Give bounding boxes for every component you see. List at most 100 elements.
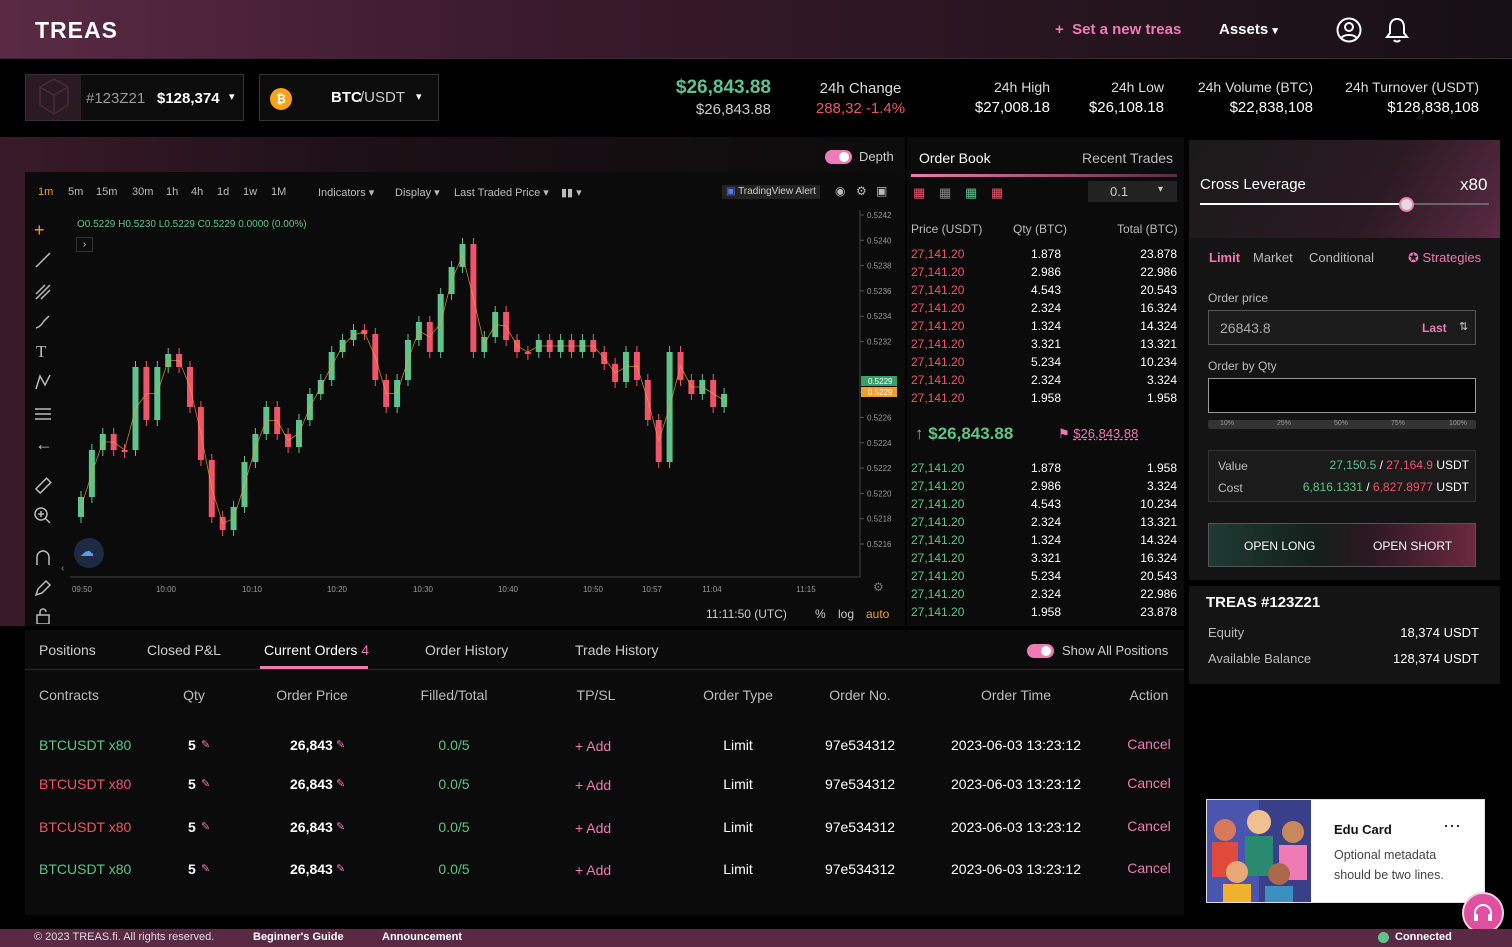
order-book-row[interactable]: 27,141.20 1.958 23.878: [911, 605, 1177, 623]
indicators-menu[interactable]: Indicators ▾: [318, 187, 375, 199]
text-tool-icon[interactable]: T: [36, 342, 47, 361]
qty-cell[interactable]: 5: [188, 776, 196, 792]
contract-cell[interactable]: BTCUSDT x80: [39, 861, 132, 877]
pct-50[interactable]: 50%: [1334, 420, 1349, 427]
edit-icon[interactable]: ✎: [201, 821, 211, 833]
add-tpsl-button[interactable]: + Add: [575, 777, 611, 793]
edit-icon[interactable]: ✎: [201, 739, 211, 751]
qty-cell[interactable]: 5: [188, 861, 196, 877]
pattern-icon[interactable]: [33, 372, 53, 392]
edu-card[interactable]: Edu Card ⋯ Optional metadata should be t…: [1206, 799, 1485, 903]
order-book-row[interactable]: 27,141.20 2.324 13.321: [911, 515, 1177, 533]
open-short-button[interactable]: OPEN SHORT: [1373, 539, 1453, 553]
more-icon[interactable]: ⋯: [1443, 816, 1461, 836]
add-tpsl-button[interactable]: + Add: [575, 820, 611, 836]
cancel-button[interactable]: Cancel: [1127, 860, 1171, 876]
tab-current-orders[interactable]: Current Orders 4: [264, 642, 370, 658]
tab-recent-trades[interactable]: Recent Trades: [1082, 150, 1174, 166]
announcement-link[interactable]: Announcement: [382, 931, 463, 943]
edit-icon[interactable]: ✎: [336, 739, 346, 751]
order-book-row[interactable]: 27,141.20 1.878 1.958: [911, 461, 1177, 479]
timeframe-4h[interactable]: 4h: [191, 186, 204, 198]
timeframe-1h[interactable]: 1h: [166, 186, 179, 198]
add-tpsl-button[interactable]: + Add: [575, 862, 611, 878]
back-arrow-icon[interactable]: ←: [35, 434, 53, 454]
auto-scale-button[interactable]: auto: [866, 607, 890, 621]
timeframe-30m[interactable]: 30m: [132, 186, 154, 198]
order-book-row[interactable]: 27,141.20 2.324 16.324: [911, 301, 1177, 319]
fullscreen-icon[interactable]: ▣: [876, 184, 888, 198]
last-button[interactable]: Last: [1422, 321, 1447, 335]
order-book-row[interactable]: 27,141.20 3.321 13.321: [911, 337, 1177, 355]
support-button[interactable]: [1462, 892, 1504, 934]
precision-select[interactable]: 0.1 ▾: [1088, 181, 1177, 202]
order-book-row[interactable]: 27,141.20 4.543 10.234: [911, 497, 1177, 515]
show-all-toggle[interactable]: [1027, 644, 1054, 658]
account-selector[interactable]: #123Z21 $128,374 ▾: [25, 74, 244, 121]
depth-toggle[interactable]: [825, 150, 852, 164]
pair-selector[interactable]: ₿ BTC /USDT ▾: [259, 74, 439, 121]
price-cell[interactable]: 26,843: [290, 737, 333, 753]
swap-icon[interactable]: ⇅: [1459, 321, 1469, 333]
leverage-slider[interactable]: [1200, 203, 1489, 205]
order-book-row[interactable]: 27,141.20 1.958 1.958: [911, 391, 1177, 409]
book-depth-icon[interactable]: ▦: [939, 185, 952, 200]
tab-conditional[interactable]: Conditional: [1309, 250, 1375, 265]
order-book-row[interactable]: 27,141.20 5.234 20.543: [911, 569, 1177, 587]
edit-icon[interactable]: ✎: [201, 863, 211, 875]
timeframe-5m[interactable]: 5m: [68, 186, 84, 198]
brush-icon[interactable]: [33, 312, 53, 332]
edit-icon[interactable]: ✎: [336, 863, 346, 875]
order-book-row[interactable]: 27,141.20 2.324 3.324: [911, 373, 1177, 391]
last-traded-menu[interactable]: Last Traded Price ▾: [454, 187, 549, 199]
order-book-row[interactable]: 27,141.20 1.878 23.878: [911, 247, 1177, 265]
scroll-left-icon[interactable]: ‹: [61, 563, 65, 574]
order-book-row[interactable]: 27,141.20 4.543 20.543: [911, 283, 1177, 301]
tradingview-alert-button[interactable]: ▣ TradingView Alert: [722, 185, 820, 199]
pct-25[interactable]: 25%: [1277, 420, 1292, 427]
order-book-row[interactable]: 27,141.20 3.321 16.324: [911, 551, 1177, 569]
timeframe-1M[interactable]: 1M: [271, 186, 287, 198]
zoom-icon[interactable]: [33, 506, 53, 526]
tab-trade-history[interactable]: Trade History: [575, 642, 659, 658]
mark-price-link[interactable]: ⚑ $26,843.88: [1058, 426, 1139, 441]
qty-cell[interactable]: 5: [188, 819, 196, 835]
contract-cell[interactable]: BTCUSDT x80: [39, 737, 132, 753]
pct-100[interactable]: 100%: [1449, 420, 1467, 427]
strategies-button[interactable]: ✪ Strategies: [1408, 250, 1482, 265]
contract-cell[interactable]: BTCUSDT x80: [39, 776, 132, 792]
tab-limit[interactable]: Limit: [1209, 250, 1241, 265]
order-book-row[interactable]: 27,141.20 2.986 3.324: [911, 479, 1177, 497]
tab-positions[interactable]: Positions: [39, 642, 96, 658]
tab-closed-pnl[interactable]: Closed P&L: [147, 642, 221, 658]
pencil-lock-icon[interactable]: [33, 578, 53, 598]
price-cell[interactable]: 26,843: [290, 819, 333, 835]
set-new-treas-button[interactable]: + Set a new treas: [1055, 21, 1182, 38]
timeframe-15m[interactable]: 15m: [96, 186, 118, 198]
edit-icon[interactable]: ✎: [201, 778, 211, 790]
leverage-value[interactable]: x80: [1460, 175, 1488, 194]
assets-menu[interactable]: Assets ▾: [1219, 21, 1278, 38]
timeframe-1d[interactable]: 1d: [217, 186, 230, 198]
order-book-row[interactable]: 27,141.20 2.986 22.986: [911, 265, 1177, 283]
book-both-icon[interactable]: ▦: [913, 185, 926, 200]
log-scale-button[interactable]: log: [838, 607, 855, 621]
measure-settings-icon[interactable]: [33, 404, 53, 424]
beginners-guide-link[interactable]: Beginner's Guide: [253, 931, 344, 943]
edit-icon[interactable]: ✎: [336, 821, 346, 833]
logo[interactable]: TREAS: [35, 17, 118, 43]
display-menu[interactable]: Display ▾: [395, 187, 440, 199]
cancel-button[interactable]: Cancel: [1127, 775, 1171, 791]
tab-order-book[interactable]: Order Book: [919, 150, 991, 166]
tradingview-logo[interactable]: ☁: [74, 538, 104, 568]
price-cell[interactable]: 26,843: [290, 861, 333, 877]
camera-icon[interactable]: ◉: [835, 184, 846, 198]
pitchfork-icon[interactable]: [33, 282, 53, 302]
settings-icon[interactable]: ⚙: [856, 184, 867, 198]
cancel-button[interactable]: Cancel: [1127, 818, 1171, 834]
edit-icon[interactable]: ✎: [336, 778, 346, 790]
magnet-icon[interactable]: [33, 548, 53, 568]
axis-settings-icon[interactable]: ⚙: [873, 580, 884, 594]
price-cell[interactable]: 26,843: [290, 776, 333, 792]
ruler-icon[interactable]: [33, 476, 53, 496]
